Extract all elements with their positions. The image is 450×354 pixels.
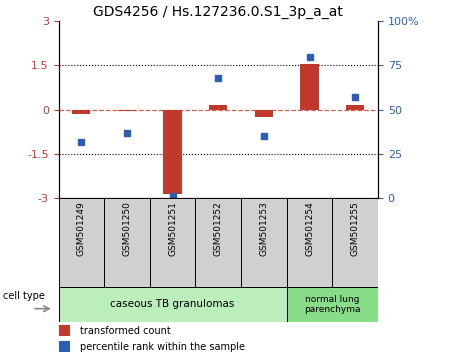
Bar [72,110,90,114]
Point [306,54,313,59]
Text: GSM501254: GSM501254 [305,201,314,256]
Point [260,133,267,139]
Bar [104,198,150,287]
Point [351,95,359,100]
Bar [118,110,136,111]
Bar [287,198,333,287]
Point [78,139,85,144]
Text: GSM501250: GSM501250 [122,201,131,256]
Bar [301,64,319,110]
Bar [255,110,273,117]
Text: GSM501252: GSM501252 [214,201,223,256]
Bar [58,287,287,322]
Bar [346,105,364,110]
Point [123,130,130,136]
Text: percentile rank within the sample: percentile rank within the sample [80,342,245,352]
Bar [58,198,104,287]
Bar [333,198,378,287]
Bar [150,198,195,287]
Text: cell type: cell type [3,291,45,301]
Bar [241,198,287,287]
Text: GSM501253: GSM501253 [259,201,268,256]
Title: GDS4256 / Hs.127236.0.S1_3p_a_at: GDS4256 / Hs.127236.0.S1_3p_a_at [93,5,343,19]
Point [169,194,176,199]
Text: GSM501255: GSM501255 [351,201,360,256]
Bar [58,325,70,336]
Bar [163,110,182,194]
Text: GSM501249: GSM501249 [77,201,86,256]
Bar [287,287,378,322]
Text: transformed count: transformed count [80,326,171,336]
Bar [195,198,241,287]
Bar [58,341,70,353]
Bar [209,105,227,110]
Text: normal lung
parenchyma: normal lung parenchyma [304,295,360,314]
Text: caseous TB granulomas: caseous TB granulomas [110,299,235,309]
Text: GSM501251: GSM501251 [168,201,177,256]
Point [215,75,222,81]
